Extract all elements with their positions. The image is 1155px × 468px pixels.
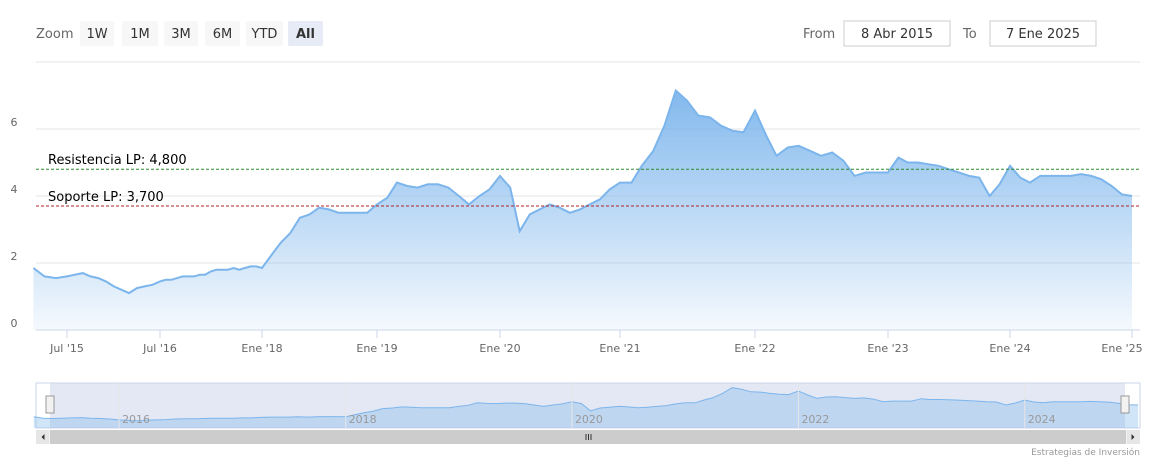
navigator-tick-label: 2024 [1028, 413, 1056, 426]
x-tick-label: Ene '19 [356, 342, 397, 355]
zoom-button[interactable] [80, 21, 114, 46]
area-fill [33, 90, 1132, 330]
x-tick-label: Ene '18 [241, 342, 282, 355]
scrollbar-right-arrow [1131, 434, 1135, 440]
zoom-button[interactable] [246, 21, 283, 46]
zoom-button[interactable] [205, 21, 240, 46]
zoom-button[interactable] [288, 21, 323, 46]
y-tick-label: 4 [11, 183, 18, 196]
plot-line-label: Soporte LP: 3,700 [48, 190, 164, 205]
credit: Estrategias de Inversión [1031, 447, 1140, 458]
navigator-handle-right[interactable] [1120, 395, 1130, 414]
zoom-button-label: 1W [86, 27, 107, 42]
x-tick-label: Ene '23 [867, 342, 908, 355]
x-tick-label: Ene '20 [479, 342, 520, 355]
scrollbar-grip [585, 434, 592, 440]
scrollbar-left-arrow [41, 434, 45, 440]
navigator-tick-label: 2022 [801, 413, 829, 426]
to-input[interactable] [989, 20, 1097, 47]
from-date: 8 Abr 2015 [861, 27, 933, 42]
navigator-tick-label: 2016 [122, 413, 150, 426]
x-tick-label: Ene '25 [1101, 342, 1142, 355]
from-label: From [803, 27, 835, 42]
zoom-button-label: 3M [171, 27, 191, 42]
y-tick-label: 2 [11, 250, 18, 263]
zoom-button-label: All [296, 27, 315, 42]
x-tick-label: Jul '15 [49, 342, 84, 355]
plot-line-label: Resistencia LP: 4,800 [48, 153, 187, 168]
navigator-tick-label: 2018 [349, 413, 377, 426]
y-tick-label: 6 [11, 116, 18, 129]
zoom-button-label: 6M [213, 27, 233, 42]
x-tick-label: Ene '24 [989, 342, 1030, 355]
from-input[interactable] [843, 20, 951, 47]
to-label: To [962, 27, 977, 42]
x-tick-label: Ene '22 [734, 342, 775, 355]
zoom-label: Zoom [36, 27, 73, 42]
navigator-line [33, 387, 1139, 422]
zoom-button[interactable] [122, 21, 158, 46]
x-tick-label: Ene '21 [599, 342, 640, 355]
navigator-handle-left[interactable] [45, 395, 55, 414]
y-tick-label: 0 [11, 317, 18, 330]
zoom-button-label: YTD [251, 27, 278, 42]
area-line [32, 88, 1133, 295]
zoom-button-label: 1M [130, 27, 150, 42]
zoom-button[interactable] [164, 21, 198, 46]
to-date: 7 Ene 2025 [1006, 27, 1080, 42]
x-tick-label: Jul '16 [142, 342, 177, 355]
navigator-selection [50, 383, 1125, 428]
navigator-area [33, 387, 1139, 428]
navigator-tick-label: 2020 [575, 413, 603, 426]
